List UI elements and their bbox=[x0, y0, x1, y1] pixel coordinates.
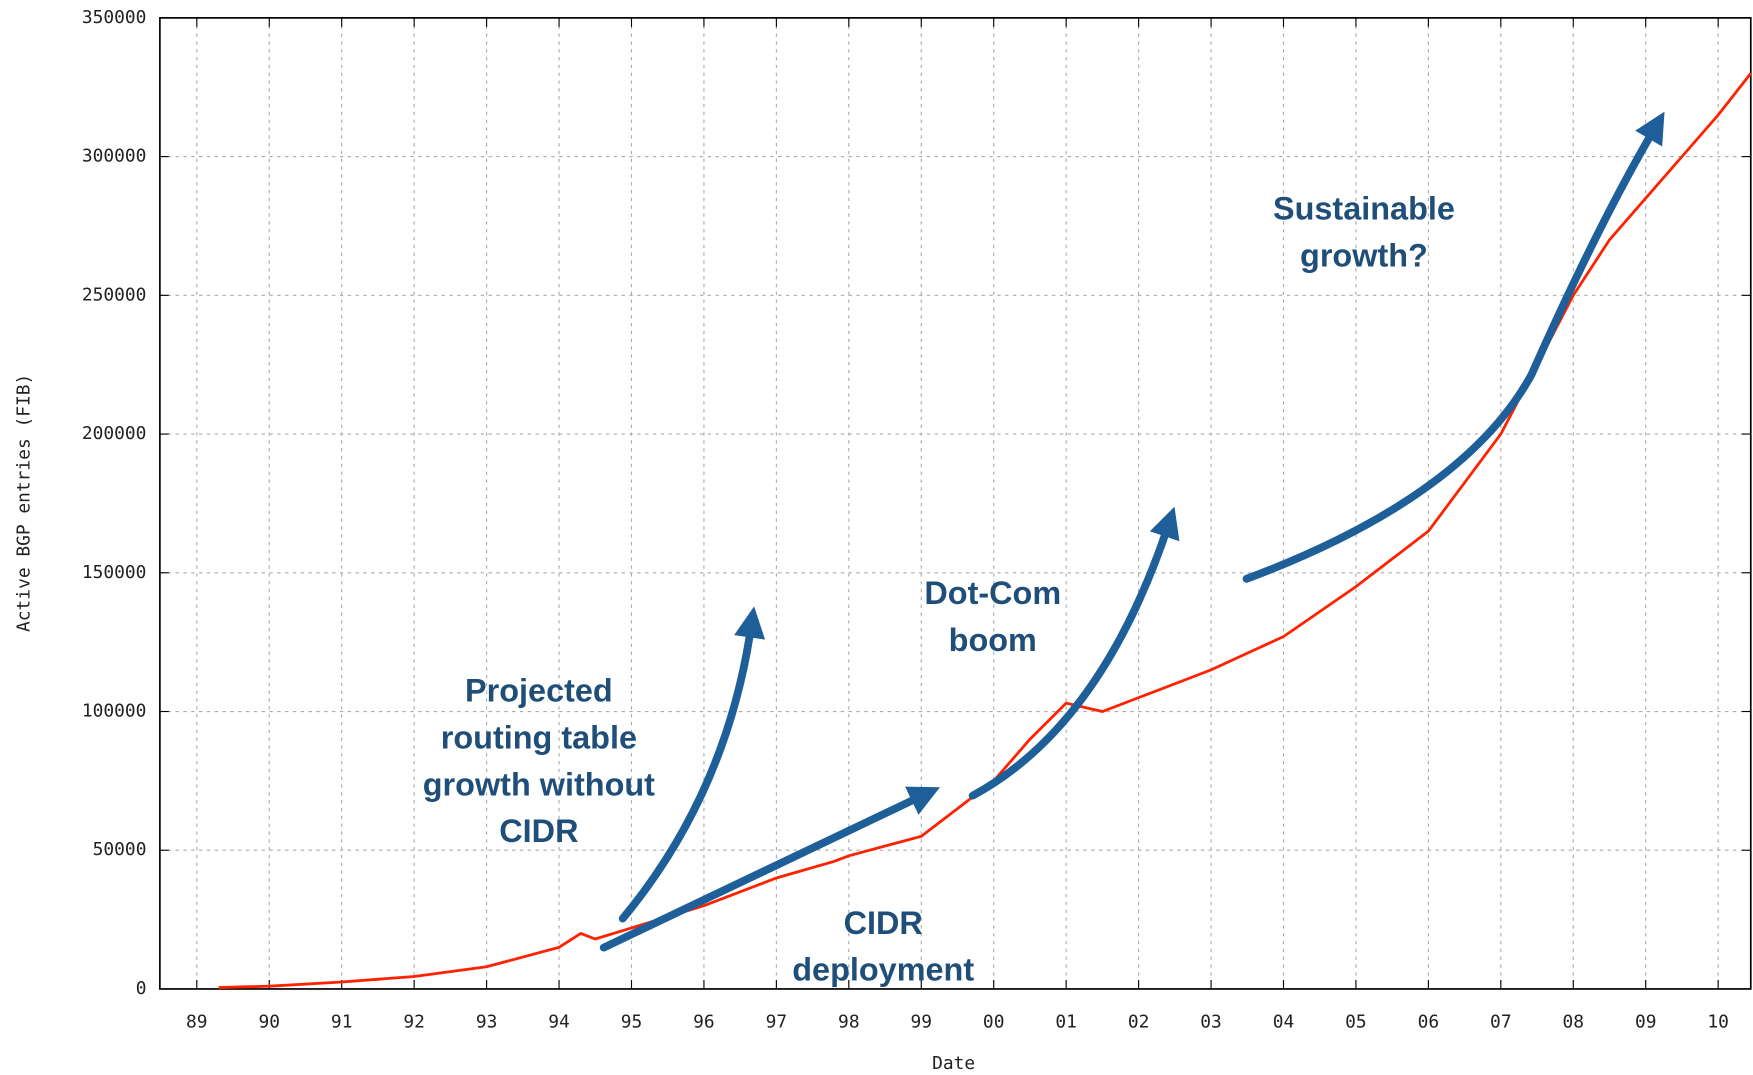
x-tick-label: 10 bbox=[1707, 1011, 1729, 1032]
x-tick-label: 02 bbox=[1128, 1011, 1150, 1032]
x-tick-label: 00 bbox=[983, 1011, 1005, 1032]
x-tick-label: 99 bbox=[911, 1011, 933, 1032]
y-tick-label: 100000 bbox=[82, 701, 147, 722]
y-tick-label: 0 bbox=[136, 978, 147, 999]
arrows bbox=[599, 111, 1665, 952]
x-tick-label: 95 bbox=[621, 1011, 643, 1032]
x-tick-label: 01 bbox=[1055, 1011, 1077, 1032]
arrow bbox=[1242, 111, 1665, 583]
y-axis-label: Active BGP entries (FIB) bbox=[14, 374, 35, 632]
annotation: growth without bbox=[423, 766, 655, 802]
annotation: Sustainable bbox=[1273, 191, 1455, 227]
annotations: Projected routing table growth without CIDR… bbox=[423, 191, 1455, 988]
x-tick-label: 98 bbox=[838, 1011, 860, 1032]
annotation: Dot-Com bbox=[924, 575, 1061, 611]
x-tick-label: 03 bbox=[1200, 1011, 1222, 1032]
annotation: boom bbox=[949, 622, 1037, 658]
annotation: CIDR bbox=[499, 813, 578, 849]
x-axis-label: Date bbox=[932, 1053, 975, 1074]
x-tick-label: 05 bbox=[1345, 1011, 1367, 1032]
x-tick-label: 90 bbox=[258, 1011, 280, 1032]
y-tick-label: 350000 bbox=[82, 7, 147, 28]
x-tick-label: 09 bbox=[1635, 1011, 1657, 1032]
x-tick-label: 04 bbox=[1273, 1011, 1295, 1032]
y-tick-label: 50000 bbox=[93, 839, 147, 860]
plot-frame bbox=[159, 17, 1752, 990]
arrow bbox=[599, 786, 940, 952]
annotation: growth? bbox=[1300, 238, 1428, 274]
annotation: CIDR bbox=[844, 905, 923, 941]
y-tick-label: 250000 bbox=[82, 284, 147, 305]
annotation: routing table bbox=[441, 719, 637, 755]
x-tick-label: 91 bbox=[331, 1011, 353, 1032]
x-tick-label: 06 bbox=[1418, 1011, 1440, 1032]
x-tick-label: 89 bbox=[186, 1011, 208, 1032]
annotation: Projected bbox=[465, 672, 613, 708]
annotation: deployment bbox=[792, 952, 974, 988]
arrow bbox=[968, 506, 1180, 800]
y-tick-label: 200000 bbox=[82, 423, 147, 444]
x-tick-label: 08 bbox=[1563, 1011, 1585, 1032]
x-tick-label: 93 bbox=[476, 1011, 498, 1032]
x-tick-label: 96 bbox=[693, 1011, 715, 1032]
y-tick-label: 150000 bbox=[82, 562, 147, 583]
arrow bbox=[618, 606, 766, 923]
data-line bbox=[218, 72, 1752, 989]
x-tick-label: 07 bbox=[1490, 1011, 1512, 1032]
plot-area: 0 50000 100000 150000 200000 250000 300000 3500… bbox=[82, 7, 1752, 1032]
x-tick-label: 97 bbox=[766, 1011, 788, 1032]
y-tick-label: 300000 bbox=[82, 146, 147, 167]
x-tick-label: 94 bbox=[548, 1011, 570, 1032]
x-tick-label: 92 bbox=[403, 1011, 425, 1032]
